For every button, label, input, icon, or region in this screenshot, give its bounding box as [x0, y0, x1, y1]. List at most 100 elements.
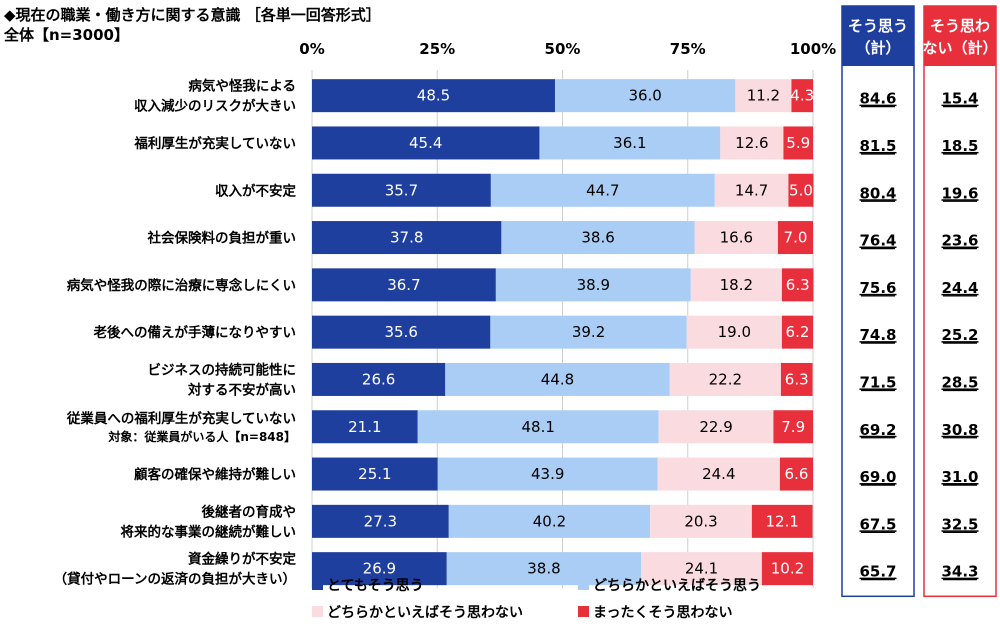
bar-segment: [783, 126, 813, 160]
bar-segment: [779, 457, 813, 491]
bar-segment: [312, 221, 502, 255]
agree-total-value: 69.0: [859, 468, 896, 486]
bar-segment: [657, 457, 780, 491]
disagree-total-value: 25.2: [941, 326, 978, 344]
bar-segment: [780, 362, 813, 396]
data-label: 25.1: [358, 465, 391, 483]
category-note: 対象：従業員がいる人【n=848】: [107, 429, 296, 444]
data-label: 36.0: [628, 87, 661, 105]
bar-segment: [669, 362, 781, 396]
data-label: 35.7: [385, 181, 418, 199]
data-label: 6.3: [785, 370, 809, 388]
bar-segment: [448, 504, 651, 538]
data-label: 36.1: [613, 134, 646, 152]
data-label: 40.2: [533, 512, 566, 530]
data-label: 5.9: [786, 134, 810, 152]
disagree-total-value: 18.5: [941, 137, 978, 155]
category-label: 将来的な事業の継続が難しい: [121, 523, 297, 540]
disagree-total-value: 15.4: [941, 90, 978, 108]
data-label: 6.6: [785, 465, 809, 483]
data-label: 27.3: [364, 512, 397, 530]
bars: [312, 79, 814, 586]
bar-segment: [641, 552, 762, 586]
bar-segment: [312, 173, 491, 207]
agree-total-value: 71.5: [859, 373, 896, 391]
data-label: 26.9: [363, 560, 396, 578]
data-label: 48.5: [417, 87, 450, 105]
bar-segment: [312, 79, 555, 113]
bar-segment: [751, 504, 813, 538]
bar-segment: [445, 362, 670, 396]
data-label: 43.9: [531, 465, 564, 483]
bar-segment: [781, 268, 814, 302]
category-label: 資金繰りが不安定: [188, 551, 296, 568]
data-label: 45.4: [409, 134, 442, 152]
data-label: 26.6: [362, 370, 395, 388]
x-tick-label: 100%: [790, 40, 836, 58]
summary-header-box: [842, 6, 914, 66]
category-label: 社会保険料の負担が重い: [147, 230, 297, 247]
bar-segment: [777, 221, 813, 255]
value-labels: 48.5 36.0 11.2 4.3 45.4 36.1 12.6 5.9 35.7 44.7 14…: [348, 87, 814, 578]
bar-segment: [539, 126, 721, 160]
bar-segment: [312, 410, 418, 444]
summary-header-box: [924, 6, 996, 66]
legend-label: とてもそう思う: [327, 578, 424, 594]
agree-total-value: 84.6: [859, 90, 896, 108]
chart-subtitle: 全体【n=3000】: [4, 26, 129, 44]
bar-segment: [720, 126, 784, 160]
data-label: 37.8: [390, 229, 423, 247]
data-label: 18.2: [720, 276, 753, 294]
summary-header-line1: そう思わ: [930, 17, 990, 35]
agree-total-value: 80.4: [859, 184, 896, 202]
data-label: 7.0: [784, 229, 808, 247]
category-label: 従業員への福利厚生が充実していない: [66, 410, 296, 427]
category-labels: 病気や怪我による収入減少のリスクが大きい福利厚生が充実していない収入が不安定社会…: [54, 78, 297, 588]
category-label: 老後への備えが手薄になりやすい: [94, 324, 297, 341]
bar-segment: [312, 504, 449, 538]
disagree-total-value: 28.5: [941, 373, 978, 391]
category-label: 病気や怪我による: [188, 78, 296, 95]
bar-segment: [781, 315, 813, 349]
data-label: 35.6: [384, 323, 417, 341]
agree-total-value: 81.5: [859, 137, 896, 155]
agree-total-value: 74.8: [859, 326, 896, 344]
category-label: 対する不安が高い: [187, 381, 296, 398]
data-label: 5.0: [789, 181, 813, 199]
x-tick-label: 50%: [545, 40, 581, 58]
category-label: 収入減少のリスクが大きい: [134, 98, 296, 115]
summary-column-frame: [923, 5, 997, 598]
bar-segment: [686, 315, 782, 349]
category-label: 顧客の確保や維持が難しい: [134, 466, 296, 483]
category-label: 病気や怪我の際に治療に専念しにくい: [67, 277, 296, 294]
bar-segment: [554, 79, 736, 113]
data-label: 36.7: [387, 276, 420, 294]
data-label: 22.9: [699, 418, 732, 436]
disagree-total-value: 24.4: [941, 279, 978, 297]
data-label: 44.8: [541, 370, 574, 388]
category-label: （貸付やローンの返済の負担が大きい）: [54, 571, 296, 588]
x-tick-label: 25%: [419, 40, 455, 58]
data-label: 22.2: [709, 370, 742, 388]
data-label: 12.6: [735, 134, 768, 152]
x-tick-label: 75%: [670, 40, 706, 58]
bar-segment: [791, 79, 813, 113]
bar-segment: [658, 410, 774, 444]
data-label: 20.3: [684, 512, 717, 530]
bar-segment: [312, 552, 447, 586]
bar-segment: [312, 362, 446, 396]
disagree-total-value: 19.6: [941, 184, 978, 202]
bar-segment: [437, 457, 658, 491]
legend-swatch: [312, 606, 323, 617]
bar-segment: [490, 173, 715, 207]
data-label: 24.1: [685, 560, 718, 578]
bar-segment: [312, 268, 496, 302]
agree-total-value: 67.5: [859, 515, 896, 533]
data-label: 39.2: [572, 323, 605, 341]
agree-total-value: 65.7: [859, 563, 896, 581]
category-label: ビジネスの持続可能性に: [148, 361, 297, 378]
bar-segment: [312, 126, 540, 160]
summary-header-line1: そう思う: [848, 17, 908, 35]
data-label: 19.0: [718, 323, 751, 341]
